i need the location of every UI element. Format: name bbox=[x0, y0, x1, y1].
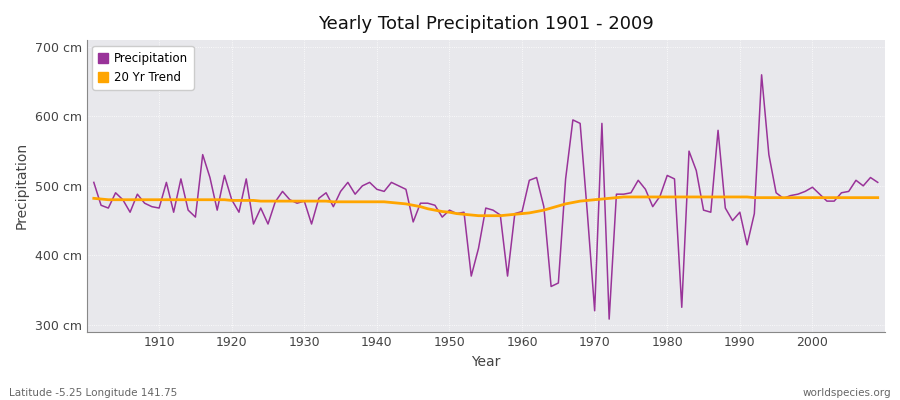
Y-axis label: Precipitation: Precipitation bbox=[15, 142, 29, 230]
Text: Latitude -5.25 Longitude 141.75: Latitude -5.25 Longitude 141.75 bbox=[9, 388, 177, 398]
Text: worldspecies.org: worldspecies.org bbox=[803, 388, 891, 398]
Legend: Precipitation, 20 Yr Trend: Precipitation, 20 Yr Trend bbox=[93, 46, 194, 90]
X-axis label: Year: Year bbox=[471, 355, 500, 369]
Title: Yearly Total Precipitation 1901 - 2009: Yearly Total Precipitation 1901 - 2009 bbox=[318, 15, 653, 33]
